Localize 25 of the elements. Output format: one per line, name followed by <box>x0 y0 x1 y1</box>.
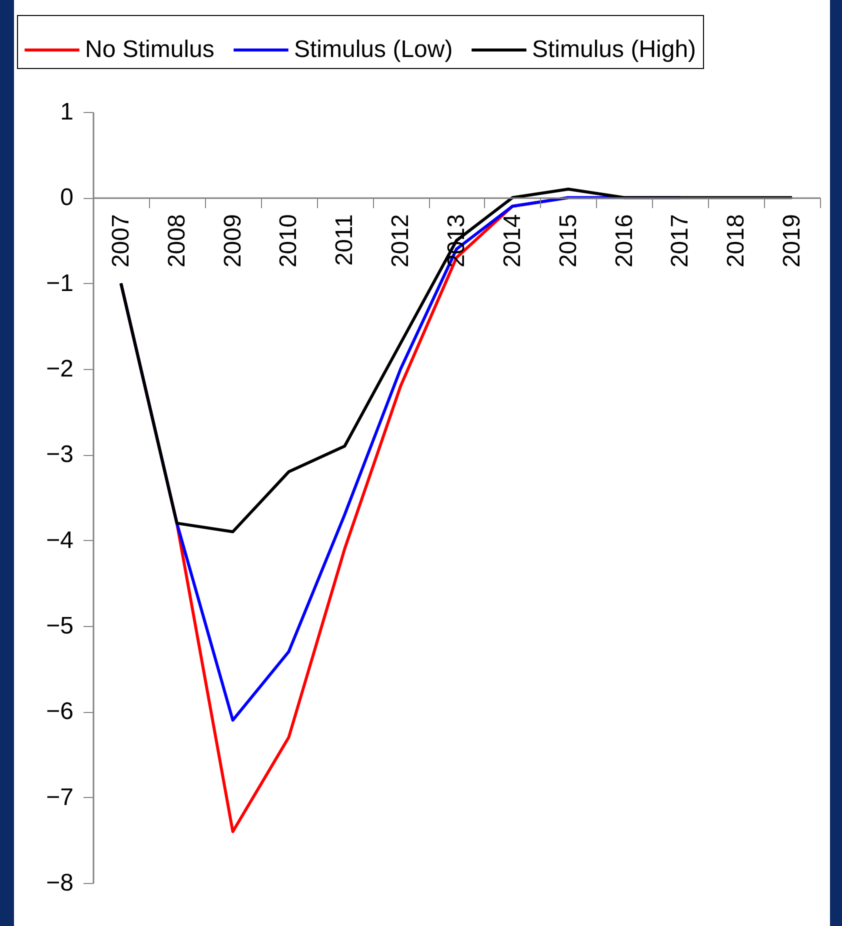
y-tick-label: −4 <box>46 526 74 554</box>
y-tick-label: 1 <box>60 98 74 126</box>
x-tick-label: 2019 <box>778 214 806 268</box>
legend-label: Stimulus (Low) <box>294 36 453 63</box>
y-tick-label: −6 <box>46 698 74 726</box>
x-tick-label: 2018 <box>722 214 750 268</box>
x-tick-label: 2017 <box>666 214 694 268</box>
y-tick-label: −5 <box>46 612 74 640</box>
y-tick-label: −7 <box>46 784 74 811</box>
y-tick-label: −1 <box>46 270 74 297</box>
legend-label: Stimulus (High) <box>532 36 696 63</box>
x-tick-label: 2015 <box>554 214 582 268</box>
x-tick-label: 2011 <box>331 214 358 266</box>
x-tick-label: 2012 <box>387 214 414 268</box>
x-tick-label: 2008 <box>163 214 190 268</box>
x-tick-label: 2016 <box>610 214 638 268</box>
y-tick-label: −2 <box>46 356 74 382</box>
y-tick-label: −8 <box>46 870 74 896</box>
legend-label: No Stimulus <box>85 36 214 63</box>
x-tick-label: 2007 <box>107 214 134 268</box>
y-tick-label: 0 <box>60 184 74 212</box>
x-tick-label: 2014 <box>498 214 526 268</box>
y-tick-label: −3 <box>46 441 74 468</box>
x-tick-label: 2010 <box>275 214 302 268</box>
x-tick-label: 2009 <box>219 214 246 268</box>
